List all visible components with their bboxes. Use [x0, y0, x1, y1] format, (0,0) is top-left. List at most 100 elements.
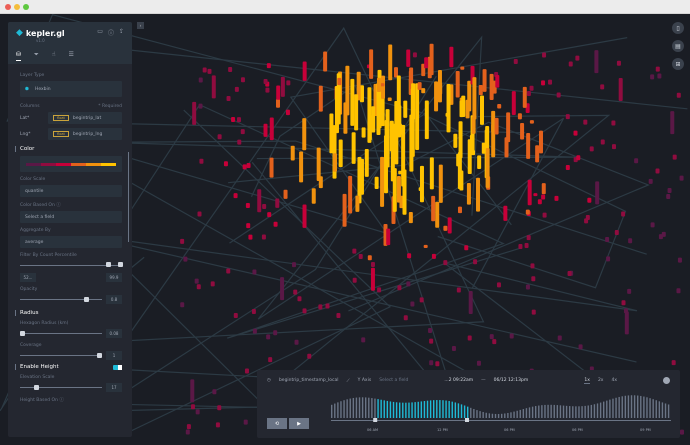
- time-range-track[interactable]: [331, 420, 671, 421]
- elevation-scale-slider[interactable]: [20, 384, 102, 392]
- tab-layers[interactable]: ⛁: [16, 51, 22, 61]
- filter-percentile-slider[interactable]: [20, 261, 123, 269]
- collapse-panel-button[interactable]: ›: [137, 22, 144, 29]
- info-icon[interactable]: ⓘ: [107, 30, 114, 37]
- filter-min-input[interactable]: 52...: [20, 273, 36, 282]
- lat-field-select[interactable]: float begintrip_lat: [48, 112, 122, 124]
- layer-type-select[interactable]: ⬢ Hexbin: [20, 81, 122, 97]
- hexbin-column: [614, 230, 619, 236]
- speed-2x[interactable]: 2x: [597, 378, 604, 383]
- opacity-label: Opacity: [20, 287, 38, 292]
- tab-map-settings[interactable]: ☰: [68, 51, 74, 58]
- histogram-bar: [417, 401, 419, 418]
- hex-radius-slider[interactable]: [20, 330, 102, 338]
- hexbin-column: [212, 389, 217, 395]
- palette-swatch: [71, 162, 86, 166]
- hexbin-column: [471, 116, 476, 134]
- layer-toggle-button[interactable]: ⊞: [672, 58, 684, 70]
- hexbin-column: [557, 335, 562, 341]
- hexbin-column: [509, 333, 514, 339]
- slider-handle[interactable]: [33, 384, 39, 390]
- opacity-input[interactable]: 0.8: [106, 295, 122, 304]
- hexbin-column: [202, 67, 207, 73]
- tab-interactions[interactable]: ☝: [51, 51, 56, 58]
- info-icon[interactable]: ⓘ: [59, 398, 64, 403]
- speed-1x[interactable]: 1x: [584, 377, 590, 384]
- hexbin-column: [273, 221, 278, 227]
- color-palette-select[interactable]: [20, 156, 122, 172]
- time-range-handle-start[interactable]: [373, 418, 378, 422]
- slider-handle-min[interactable]: [105, 262, 111, 267]
- color-based-on-select[interactable]: Select a field: [20, 211, 122, 223]
- chart-line-icon: ⟋: [346, 378, 350, 384]
- hexbin-column: [233, 313, 238, 319]
- hexbin-column: [180, 302, 185, 308]
- hexbin-column: [267, 212, 272, 218]
- aggregate-select[interactable]: average: [20, 236, 122, 248]
- time-range-handle-end[interactable]: [465, 418, 469, 422]
- close-timeline-icon[interactable]: [663, 377, 670, 384]
- time-field[interactable]: begintrip_timestamp_local: [278, 378, 339, 383]
- slider-handle[interactable]: [97, 352, 103, 358]
- enable-height-toggle[interactable]: [113, 364, 122, 370]
- histogram-bar: [352, 397, 355, 418]
- time-end: 06/12 12:13pm: [493, 378, 529, 383]
- histogram-bar: [664, 403, 667, 418]
- hexbin-column: [380, 156, 385, 207]
- histogram-bar: [593, 404, 596, 418]
- hexbin-column: [522, 86, 527, 108]
- histogram-bar: [519, 409, 521, 418]
- histogram-bar: [609, 399, 611, 418]
- lng-label: Lng*: [20, 131, 31, 137]
- color-based-on-label: Color Based On: [20, 203, 55, 208]
- tab-filters[interactable]: ⏷: [34, 51, 39, 58]
- histogram-bar: [612, 398, 614, 418]
- panel-scrollbar[interactable]: [128, 152, 129, 242]
- hexbin-column: [316, 147, 321, 181]
- speed-4x[interactable]: 4x: [611, 378, 617, 383]
- kepler-logo-icon: ◆: [16, 28, 23, 38]
- histogram-bar: [368, 397, 370, 418]
- hexbin-column: [223, 161, 228, 167]
- coverage-input[interactable]: 1: [106, 351, 122, 360]
- play-button[interactable]: ▶: [289, 418, 309, 429]
- side-panel: ◆ kepler.gl v1.0 ▭ ⓘ ⇪ ⛁ ⏷ ☝ ☰ Layer Type…: [8, 22, 132, 437]
- legend-button[interactable]: ▤: [672, 40, 684, 52]
- info-icon[interactable]: ⓘ: [56, 203, 61, 208]
- histogram-bar: [451, 401, 453, 418]
- maximize-window-icon[interactable]: [23, 4, 29, 10]
- y-axis-label: Y Axis: [357, 378, 372, 383]
- hexbin-column: [234, 86, 239, 92]
- histogram-bar: [569, 406, 571, 418]
- hexbin-column: [242, 164, 247, 170]
- split-map-button[interactable]: ▯: [672, 22, 684, 34]
- time-histogram[interactable]: [331, 394, 671, 422]
- color-scale-select[interactable]: quantile: [20, 185, 122, 197]
- slider-handle-max[interactable]: [117, 262, 123, 267]
- elevation-scale-label: Elevation Scale: [20, 375, 55, 380]
- hexbin-column: [479, 95, 484, 125]
- opacity-slider[interactable]: [20, 296, 102, 304]
- histogram-bar: [596, 403, 599, 418]
- slider-handle[interactable]: [83, 296, 89, 302]
- hexbin-column: [451, 345, 456, 351]
- road: [105, 140, 647, 255]
- lng-field-select[interactable]: float begintrip_lng: [48, 128, 122, 140]
- filter-max-input[interactable]: 99.9: [106, 273, 122, 282]
- hexbin-column: [431, 253, 436, 259]
- histogram-bar: [337, 402, 339, 418]
- hexbin-column: [367, 255, 372, 261]
- minimize-window-icon[interactable]: [14, 4, 20, 10]
- hex-radius-input[interactable]: 0.08: [106, 329, 122, 338]
- hexbin-column: [650, 74, 655, 80]
- y-axis-select[interactable]: Select a field: [379, 378, 409, 383]
- coverage-slider[interactable]: [20, 352, 103, 360]
- database-icon[interactable]: ▭: [97, 28, 103, 35]
- share-icon[interactable]: ⇪: [118, 28, 124, 35]
- slider-handle[interactable]: [20, 330, 25, 336]
- elevation-scale-input[interactable]: 17: [106, 383, 122, 392]
- hexbin-column: [228, 66, 233, 72]
- reset-icon: ⟲: [274, 420, 280, 427]
- close-window-icon[interactable]: [5, 4, 11, 10]
- reset-button[interactable]: ⟲: [267, 418, 287, 429]
